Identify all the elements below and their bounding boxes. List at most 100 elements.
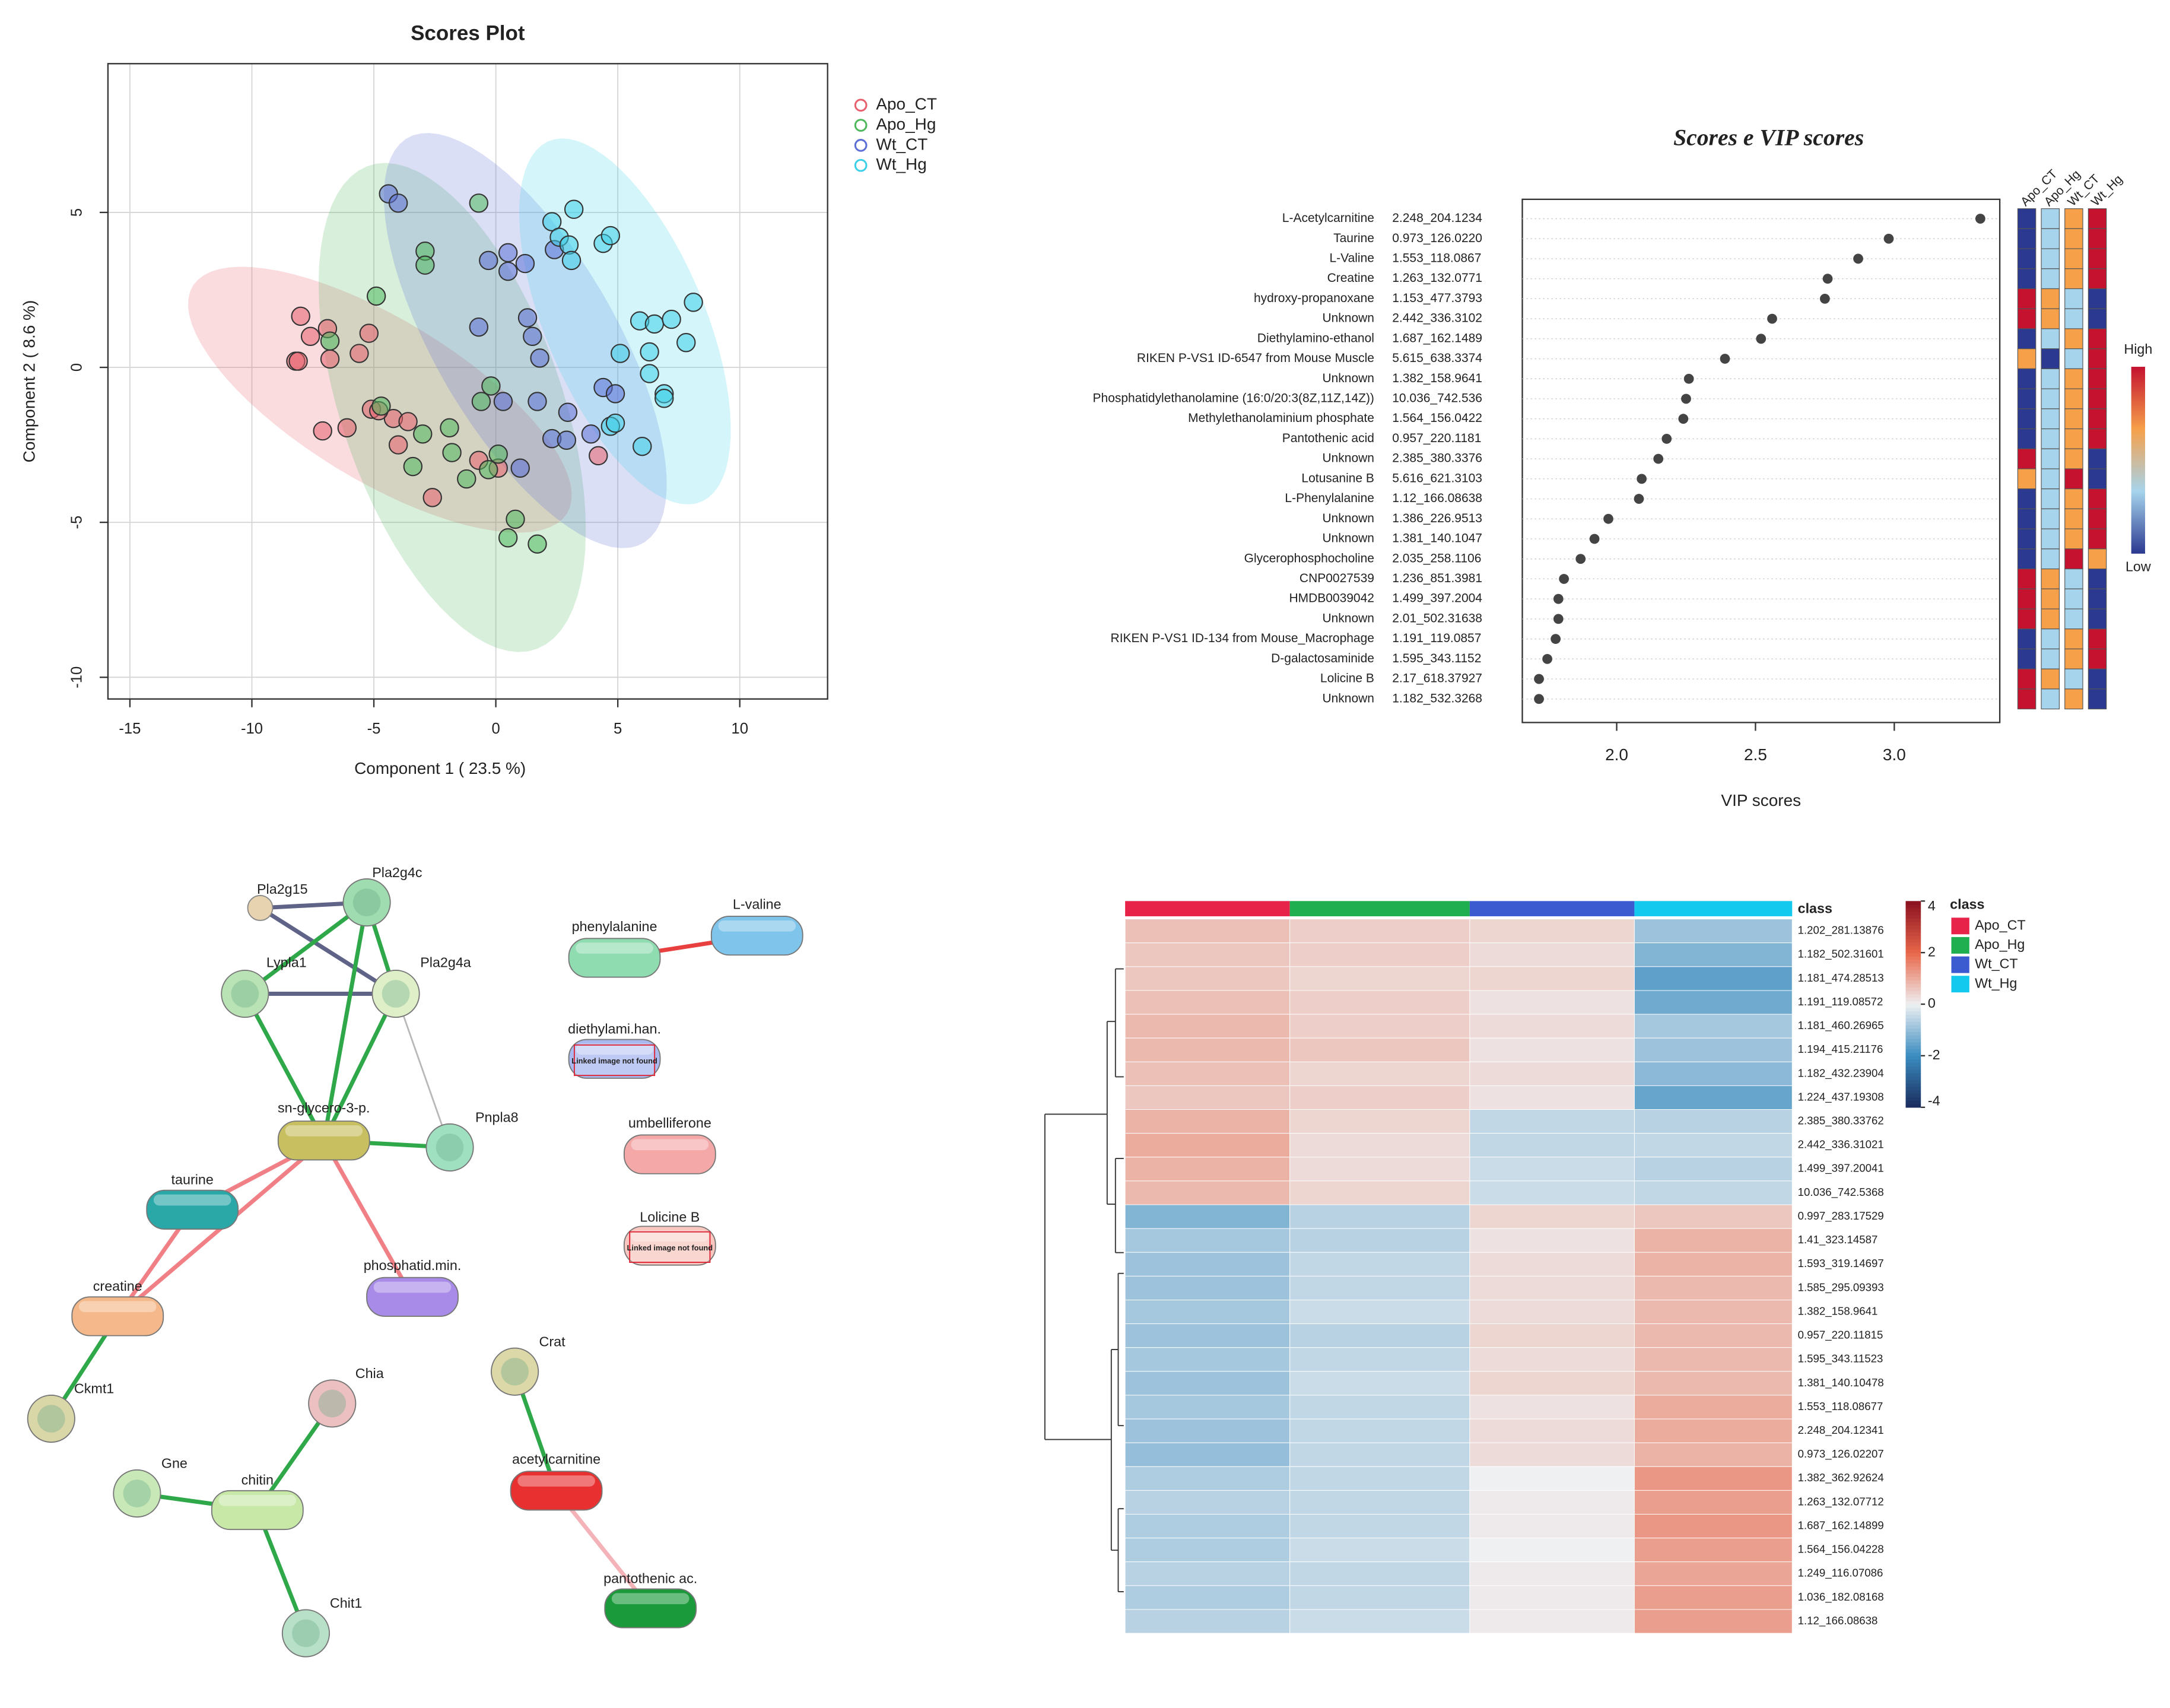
level-cell bbox=[2017, 268, 2036, 290]
node-core bbox=[501, 1357, 529, 1386]
heat-cell bbox=[1124, 1418, 1291, 1443]
heat-cell bbox=[1289, 1180, 1470, 1205]
category-label: hydroxy-propanoxane bbox=[1254, 291, 1374, 305]
level-cell bbox=[2041, 368, 2060, 389]
node-label: taurine bbox=[171, 1172, 214, 1188]
colorbar-segment bbox=[1905, 915, 1921, 919]
node-label: Lolicine B bbox=[640, 1209, 700, 1225]
protein-node bbox=[281, 1609, 331, 1658]
level-cell bbox=[2064, 328, 2083, 350]
row-label: 1.182_432.23904 bbox=[1798, 1066, 1884, 1080]
heat-cell bbox=[1634, 1466, 1793, 1491]
heat-cell bbox=[1469, 1323, 1635, 1348]
point bbox=[291, 306, 310, 326]
colorbar-segment bbox=[1905, 918, 1921, 922]
colorbar-label: 2 bbox=[1928, 944, 1936, 959]
level-cell bbox=[2017, 468, 2036, 490]
colorbar-segment bbox=[1905, 901, 1921, 905]
level-cell bbox=[2017, 528, 2036, 550]
level-cell bbox=[2041, 228, 2060, 249]
legend-title: class bbox=[1950, 896, 1984, 912]
id-label: 1.595_343.1152 bbox=[1392, 652, 1481, 665]
heat-cell bbox=[1124, 990, 1291, 1015]
category-label: Methylethanolaminium phosphate bbox=[1188, 411, 1374, 425]
heat-cell bbox=[1469, 1371, 1635, 1396]
colorbar-segment bbox=[1905, 1104, 1921, 1108]
point bbox=[589, 446, 608, 466]
heat-cell bbox=[1124, 1275, 1291, 1300]
legend-label: Wt_CT bbox=[1975, 956, 2018, 972]
level-cell bbox=[2017, 628, 2036, 650]
x-tick-label: 0 bbox=[491, 720, 500, 737]
colorbar-segment bbox=[1905, 1014, 1921, 1018]
level-cell bbox=[2088, 528, 2107, 550]
heat-cell bbox=[1469, 1014, 1635, 1039]
heat-cell bbox=[1289, 990, 1470, 1015]
colorbar-segment bbox=[1905, 904, 1921, 909]
point bbox=[371, 396, 391, 416]
heat-cell bbox=[1634, 990, 1793, 1015]
colorbar-segment bbox=[1905, 1018, 1921, 1022]
heat-cell bbox=[1469, 1228, 1635, 1253]
point bbox=[644, 314, 665, 334]
level-cell bbox=[2088, 408, 2107, 430]
heat-cell bbox=[1634, 1371, 1793, 1396]
level-cell bbox=[2041, 528, 2060, 550]
confidence-ellipse bbox=[318, 163, 586, 652]
row-label: 1.224_437.19308 bbox=[1798, 1090, 1884, 1103]
heat-cell bbox=[1469, 1347, 1635, 1372]
level-cell bbox=[2064, 488, 2083, 510]
level-cell bbox=[2017, 368, 2036, 389]
level-cell bbox=[2017, 548, 2036, 570]
heat-cell bbox=[1634, 1490, 1793, 1515]
dot bbox=[1551, 634, 1561, 645]
point bbox=[320, 349, 340, 369]
colorbar-segment bbox=[1905, 949, 1921, 953]
class-bar bbox=[1469, 901, 1635, 916]
row-label: 1.381_140.10478 bbox=[1798, 1376, 1884, 1389]
colorbar-segment bbox=[1905, 1011, 1921, 1015]
level-cell bbox=[2041, 688, 2060, 710]
level-cell bbox=[2017, 448, 2036, 469]
point bbox=[662, 309, 681, 329]
level-cell bbox=[2064, 648, 2083, 669]
heat-cell bbox=[1124, 942, 1291, 967]
point bbox=[542, 212, 562, 231]
dot bbox=[1575, 554, 1586, 564]
colorbar-segment bbox=[1905, 922, 1921, 926]
row-label: 0.973_126.02207 bbox=[1798, 1447, 1884, 1461]
colorbar-segment bbox=[1905, 945, 1921, 950]
confidence-ellipse bbox=[519, 138, 731, 504]
protein-node bbox=[27, 1394, 75, 1443]
row-label: 1.202_281.13876 bbox=[1798, 924, 1884, 937]
row-label: 1.182_502.31601 bbox=[1798, 948, 1884, 961]
row-label: 1.249_116.07086 bbox=[1798, 1567, 1883, 1580]
id-label: 2.01_502.31638 bbox=[1392, 611, 1482, 625]
heat-cell bbox=[1634, 966, 1793, 991]
level-cell bbox=[2064, 408, 2083, 430]
heat-cell bbox=[1124, 1442, 1291, 1467]
class-bar bbox=[1289, 901, 1470, 916]
node-shine bbox=[78, 1301, 157, 1312]
dot bbox=[1542, 653, 1552, 664]
row-label: 1.181_474.28513 bbox=[1798, 972, 1884, 985]
heat-cell bbox=[1469, 1061, 1635, 1086]
heat-cell bbox=[1469, 1395, 1635, 1420]
placeholder-text: Linked image not found bbox=[571, 1056, 657, 1065]
row-label: 1.382_158.9641 bbox=[1798, 1304, 1878, 1317]
compound-node bbox=[510, 1471, 603, 1511]
legend-swatch bbox=[1951, 976, 1969, 993]
colorbar-segment bbox=[1905, 1024, 1921, 1029]
heat-cell bbox=[1124, 1514, 1291, 1539]
level-cell bbox=[2041, 588, 2060, 609]
level-cell bbox=[2088, 488, 2107, 510]
heat-cell bbox=[1634, 1395, 1793, 1420]
x-tick-label: 10 bbox=[731, 720, 748, 737]
heat-cell bbox=[1634, 1418, 1793, 1443]
heat-cell bbox=[1469, 1037, 1635, 1062]
heat-cell bbox=[1289, 1061, 1470, 1086]
node-shine bbox=[517, 1475, 595, 1487]
point bbox=[530, 348, 549, 368]
colorbar-segment bbox=[1905, 1028, 1921, 1033]
heat-cell bbox=[1124, 1180, 1291, 1205]
